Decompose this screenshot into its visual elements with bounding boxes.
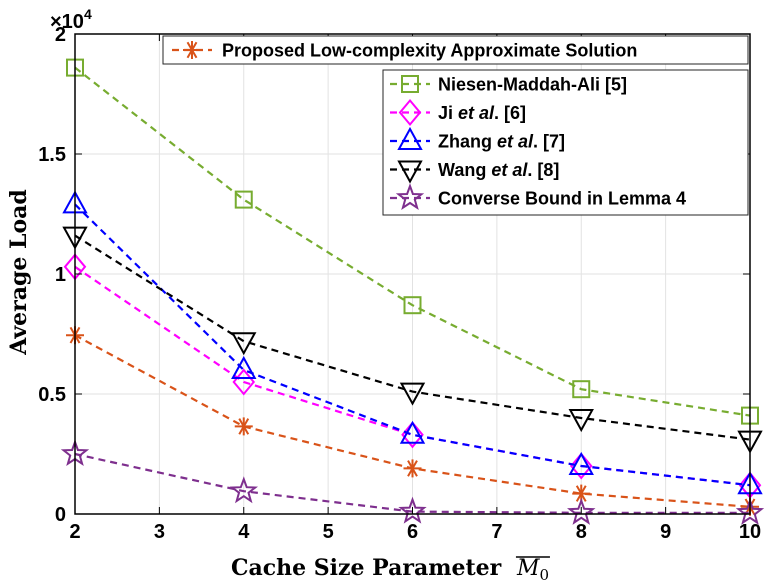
ticks: 2 3 4 5 6 7 8 9 10 0 0.5 1 1.5 2 xyxy=(38,24,761,543)
series-group xyxy=(60,58,765,525)
x-tick-label: 2 xyxy=(69,521,80,543)
legend-marker xyxy=(397,160,423,184)
x-tick-label: 5 xyxy=(323,521,334,543)
data-point-star xyxy=(398,496,427,524)
y-exponent-label: ×104 xyxy=(50,6,92,33)
legend-entry-label: Ji et al. [6] xyxy=(438,103,526,123)
data-point-triangle-up xyxy=(568,451,594,475)
legend-marker xyxy=(395,183,425,211)
y-tick-label: 0 xyxy=(55,504,66,526)
data-point-star xyxy=(229,476,258,504)
legend-marker xyxy=(183,41,201,59)
data-point-square xyxy=(403,296,422,315)
legend-baselines: Niesen-Maddah-Ali [5] Ji et al. [6] Zhang … xyxy=(382,69,749,216)
y-tick-label: 2 xyxy=(55,24,66,46)
x-axis-label: Cache Size Parameter M0 xyxy=(231,555,549,584)
y-axis-label: Average Load xyxy=(6,189,32,356)
legend-entry-label: Converse Bound in Lemma 4 xyxy=(438,189,686,209)
legend-primary-box xyxy=(162,35,749,65)
legend-marker xyxy=(398,98,422,127)
legend-primary: Proposed Low-complexity Approximate Solu… xyxy=(162,35,749,65)
data-point-triangle-down xyxy=(231,332,257,356)
legend-baselines-box xyxy=(382,69,749,216)
x-tick-label: 4 xyxy=(238,521,250,543)
data-point-square xyxy=(234,190,253,209)
legend-entry-label: Niesen-Maddah-Ali [5] xyxy=(438,75,627,95)
data-point-triangle-up xyxy=(399,420,426,444)
y-tick-label: 1 xyxy=(55,264,66,286)
x-tick-label: 10 xyxy=(739,521,761,543)
data-point-star xyxy=(735,497,765,525)
series-line xyxy=(74,66,751,417)
x-tick-label: 8 xyxy=(576,521,587,543)
x-tick-label: 3 xyxy=(154,521,165,543)
legend-entry-label: Proposed Low-complexity Approximate Solu… xyxy=(222,41,637,61)
data-point-square xyxy=(572,380,591,399)
series-line xyxy=(74,265,751,487)
series-line xyxy=(74,203,751,487)
data-point-asterisk xyxy=(234,417,253,436)
data-point-diamond xyxy=(569,452,593,480)
legend-entry-label: Zhang et al. [7] xyxy=(438,132,565,152)
data-point-star xyxy=(567,497,596,525)
legend-marker xyxy=(401,75,419,93)
y-tick-label: 1.5 xyxy=(38,144,66,166)
series-line xyxy=(74,234,751,441)
x-tick-label: 7 xyxy=(491,521,502,543)
data-point-triangle-down xyxy=(568,409,594,433)
legend-entry-label: Wang et al. [8] xyxy=(438,160,559,180)
data-point-diamond xyxy=(401,421,424,449)
x-tick-label: 6 xyxy=(407,521,418,543)
data-point-asterisk xyxy=(403,459,422,478)
y-tick-label: 0.5 xyxy=(38,384,66,406)
x-tick-label: 9 xyxy=(660,521,671,543)
legend-marker xyxy=(397,126,423,150)
data-point-triangle-up xyxy=(231,355,257,379)
data-point-triangle-down xyxy=(399,382,426,406)
